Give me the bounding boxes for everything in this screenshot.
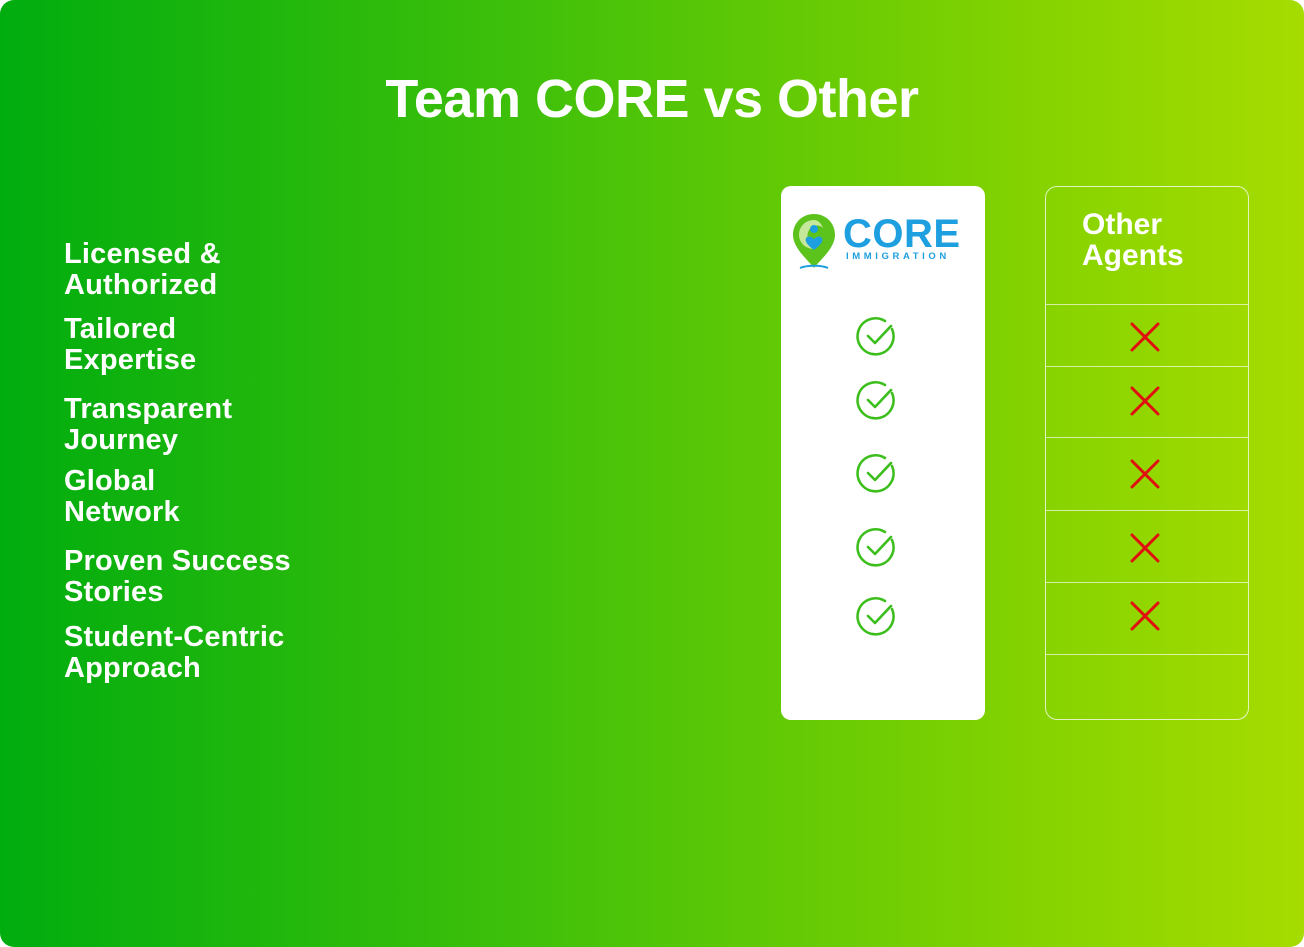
row-divider bbox=[1046, 582, 1248, 583]
x-icon bbox=[1130, 459, 1160, 489]
feature-line: Tailored bbox=[64, 313, 177, 345]
check-circle-icon bbox=[856, 317, 895, 356]
feature-line: Transparent bbox=[64, 393, 233, 425]
check-circle-icon bbox=[856, 381, 895, 420]
feature-line: Licensed & bbox=[64, 238, 221, 270]
feature-item: Licensed & Authorized bbox=[64, 239, 384, 301]
other-agents-heading: Other Agents bbox=[1082, 209, 1242, 271]
feature-line: Journey bbox=[64, 424, 179, 456]
core-column-card: CORE IMMIGRATION bbox=[781, 186, 985, 720]
row-divider bbox=[1046, 366, 1248, 367]
feature-line: Network bbox=[64, 496, 180, 528]
check-circle-icon bbox=[856, 528, 895, 567]
core-logo: CORE IMMIGRATION bbox=[791, 210, 971, 272]
feature-line: Global bbox=[64, 465, 156, 497]
check-circle-icon bbox=[856, 597, 895, 636]
feature-item: Proven Success Stories bbox=[64, 546, 384, 608]
x-icon bbox=[1130, 601, 1160, 631]
logo-subtitle: IMMIGRATION bbox=[846, 251, 950, 262]
page-title: Team CORE vs Other bbox=[385, 69, 919, 129]
row-divider bbox=[1046, 304, 1248, 305]
feature-line: Approach bbox=[64, 652, 201, 684]
other-agents-column-card: Other Agents bbox=[1045, 186, 1249, 720]
feature-item: Student-Centric Approach bbox=[64, 622, 384, 684]
x-icon bbox=[1130, 386, 1160, 416]
row-divider bbox=[1046, 510, 1248, 511]
feature-line: Stories bbox=[64, 576, 164, 608]
feature-line: Expertise bbox=[64, 344, 197, 376]
feature-line: Proven Success bbox=[64, 545, 291, 577]
feature-item: Global Network bbox=[64, 466, 384, 528]
feature-item: Transparent Journey bbox=[64, 394, 384, 456]
x-icon bbox=[1130, 322, 1160, 352]
feature-item: Tailored Expertise bbox=[64, 314, 384, 376]
heading-line: Other bbox=[1082, 208, 1163, 241]
x-icon bbox=[1130, 533, 1160, 563]
row-divider bbox=[1046, 654, 1248, 655]
check-circle-icon bbox=[856, 454, 895, 493]
feature-line: Authorized bbox=[64, 269, 218, 301]
map-pin-logo-icon bbox=[793, 214, 835, 269]
heading-line: Agents bbox=[1082, 239, 1184, 272]
row-divider bbox=[1046, 437, 1248, 438]
logo-wordmark: CORE bbox=[843, 212, 961, 256]
feature-line: Student-Centric bbox=[64, 621, 285, 653]
